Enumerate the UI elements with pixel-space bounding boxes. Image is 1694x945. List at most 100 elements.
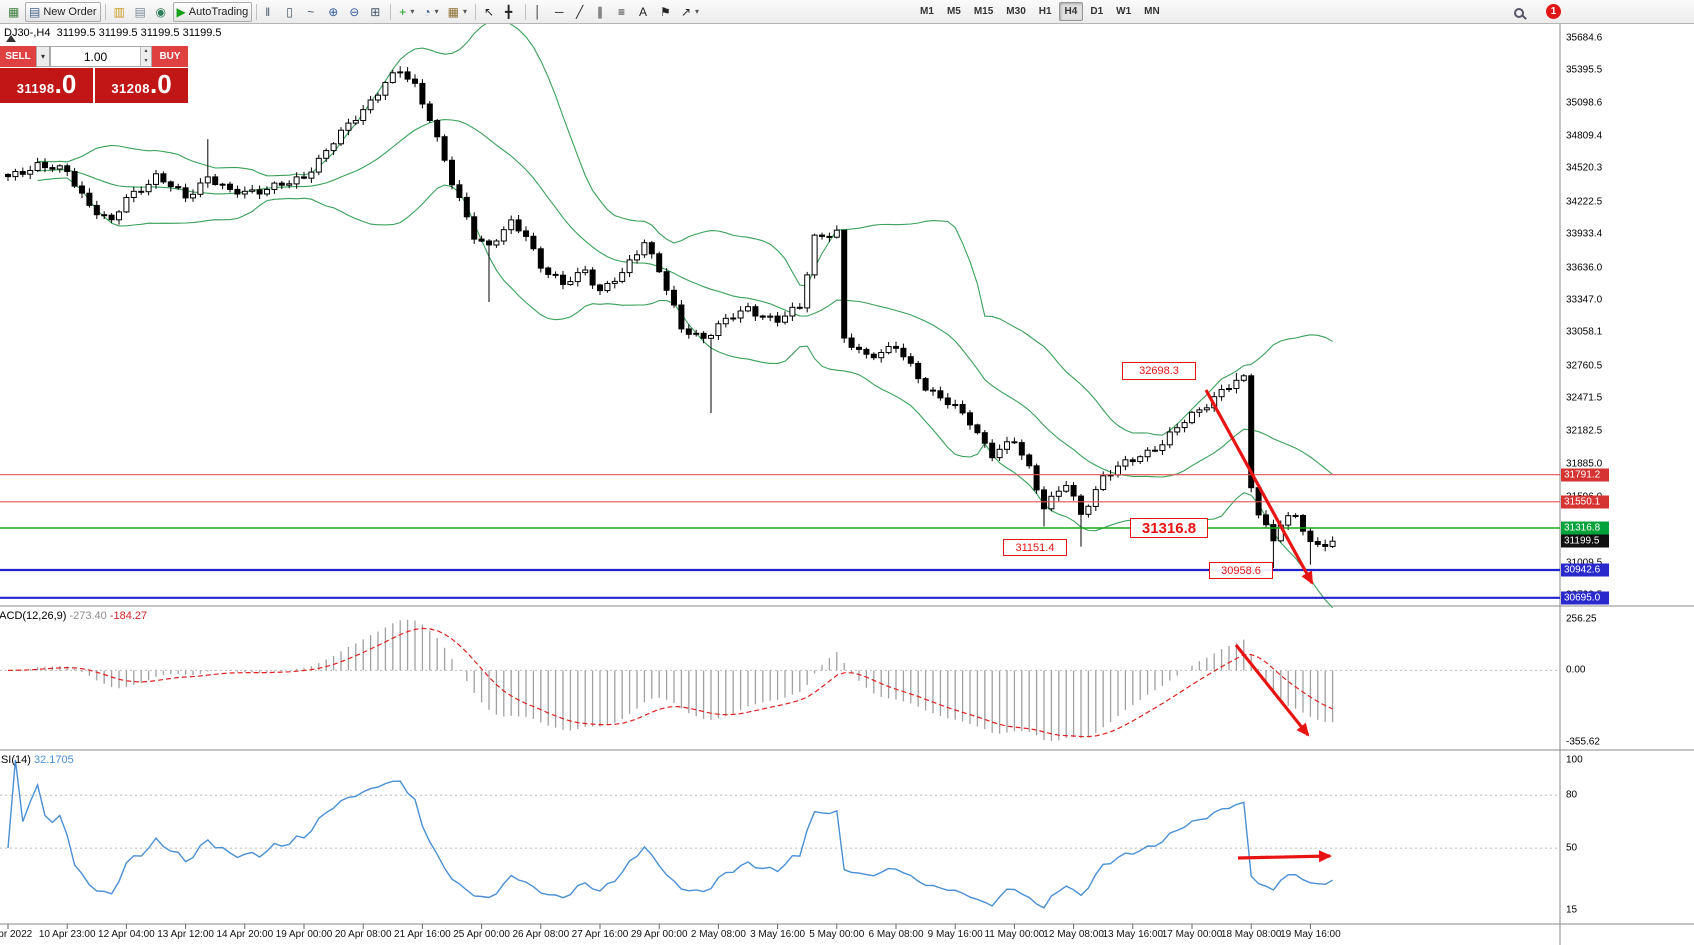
fibonacci-icon[interactable]: ≡ [614,2,634,22]
rsi-indicator [0,759,1560,909]
bar-chart-mode-icon-glyph: ‖ [265,4,271,19]
new-chart-icon-glyph: ▦ [8,4,20,19]
toolbar-icon-group: ▦ ▤ New Order ▥ ▤ ◉ ▶ AutoTrading ‖ ▯ ~ ⊕ ⊖ ⊞ + ▾ ◔ ▾ ▦ ▾ ↖ ╋… [4,1,703,22]
vertical-line-icon-glyph: │ [533,4,542,19]
line-chart-mode-icon[interactable]: ~ [303,2,323,22]
shapes-icon[interactable]: ↗ ▾ [677,2,703,22]
timeframe-d1-button[interactable]: D1 [1090,6,1104,17]
print-icon-glyph: ▤ [134,4,146,19]
new-order-button-label: New Order [43,5,97,18]
crosshair-icon-glyph: ╋ [504,4,513,19]
candlestick-mode-icon-glyph: ▯ [286,4,293,19]
sell-price-frac: .0 [54,69,77,99]
tile-windows-icon[interactable]: ⊞ [366,2,386,22]
toolbar-separator [524,3,526,20]
magnifier-glyph [1514,8,1524,18]
label-icon-glyph: ⚑ [659,4,671,19]
rsi-name: RSI(14) [0,754,31,766]
new-order-button[interactable]: ▤ New Order [25,1,101,22]
new-chart-icon[interactable]: ▦ [4,2,24,22]
periods-icon-dropdown[interactable]: ▾ [434,7,439,16]
zoom-in-icon-glyph: ⊕ [328,4,339,19]
templates-icon-dropdown[interactable]: ▾ [462,7,467,16]
timeframe-w1-button[interactable]: W1 [1116,6,1132,17]
buy-price-frac: .0 [149,69,172,99]
sell-button[interactable]: SELL [0,46,36,67]
toolbar-separator [256,3,258,20]
expert-advisors-icon[interactable]: ◉ [152,2,172,22]
label-icon[interactable]: ⚑ [656,2,676,22]
volume-spinner: ▴ ▾ [140,47,151,66]
volume-input[interactable] [51,49,151,64]
templates-icon[interactable]: ▦ ▾ [444,2,471,22]
bollinger-bands [37,19,1333,609]
volume-dropdown[interactable]: ▾ [36,46,50,67]
pane-borders [0,24,1694,945]
indicators-icon-glyph: + [399,4,407,19]
notification-badge[interactable]: 1 [1546,4,1561,19]
macd-signal-value: -184.27 [109,610,148,622]
periods-icon-glyph: ◔ [423,4,431,19]
horizontal-line-icon-glyph: ─ [554,4,564,19]
autotrading-button-label: AutoTrading [188,5,249,18]
timeframe-mn-button[interactable]: MN [1144,6,1160,17]
timeframe-h1-button[interactable]: H1 [1038,6,1052,17]
chart-ohlc-header: DJ30-,H4 31199.5 31199.5 31199.5 31199.5 [4,27,222,39]
timeframe-m1-button[interactable]: M1 [920,6,934,17]
market-watch-icon-glyph: ▥ [113,4,125,19]
toolbar-separator [390,3,392,20]
channel-icon[interactable]: ∥ [593,2,613,22]
horizontal-line-icon[interactable]: ─ [551,2,571,22]
timeframe-m30-button[interactable]: M30 [1006,6,1026,17]
autotrading-button[interactable]: ▶ AutoTrading [172,1,253,22]
timeframe-toolbar: M1 M5 M15 M30 H1 H4 D1 W1 MN [914,2,1166,21]
text-icon[interactable]: A [635,2,655,22]
crosshair-icon[interactable]: ╋ [501,2,521,22]
zoom-out-icon[interactable]: ⊖ [345,2,365,22]
indicators-icon-dropdown[interactable]: ▾ [410,7,415,16]
candlestick-mode-icon[interactable]: ▯ [282,2,302,22]
cursor-icon[interactable]: ↖ [480,2,500,22]
autotrading-button-glyph: ▶ [176,4,186,19]
fibonacci-icon-glyph: ≡ [617,4,625,19]
cursor-icon-glyph: ↖ [483,4,495,19]
expert-advisors-icon-glyph: ◉ [155,4,167,19]
macd-name: MACD(12,26,9) [0,610,67,622]
timeframe-h4-button[interactable]: H4 [1058,2,1084,21]
volume-down-icon[interactable]: ▾ [141,56,151,66]
macd-main-value: -273.40 [69,610,107,622]
trendline-icon-glyph: ╱ [575,4,584,19]
horizontal-lines[interactable] [0,474,1560,599]
macd-label: MACD(12,26,9) -273.40 -184.27 [0,610,147,622]
shapes-icon-dropdown[interactable]: ▾ [695,7,700,16]
sell-price: 31198 [16,81,55,96]
indicators-icon[interactable]: + ▾ [395,2,418,22]
sell-price-button[interactable]: 31198.0 [0,68,93,103]
search-icon[interactable] [1514,5,1530,19]
volume-field: ▴▾ [50,46,152,67]
bar-chart-mode-icon[interactable]: ‖ [261,2,281,22]
rsi-value: 32.1705 [33,754,74,766]
trendline-icon[interactable]: ╱ [572,2,592,22]
macd-indicator [0,619,1560,741]
volume-up-icon[interactable]: ▴ [141,47,151,57]
vertical-line-icon[interactable]: │ [530,2,550,22]
zoom-in-icon[interactable]: ⊕ [324,2,344,22]
rsi-label: RSI(14) 32.1705 [0,754,74,766]
trade-panel-toggle[interactable] [6,35,16,42]
line-chart-mode-icon-glyph: ~ [307,4,315,19]
timeframe-m15-button[interactable]: M15 [973,6,994,17]
text-icon-glyph: A [638,4,647,19]
new-order-button-glyph: ▤ [29,4,41,19]
market-watch-icon[interactable]: ▥ [110,2,130,22]
buy-price-button[interactable]: 31208.0 [95,68,188,103]
print-icon[interactable]: ▤ [131,2,151,22]
trend-arrows[interactable] [1204,389,1332,863]
toolbar-separator [474,3,476,20]
periods-icon[interactable]: ◔ ▾ [419,2,442,22]
timeframe-m5-button[interactable]: M5 [946,6,961,17]
templates-icon-glyph: ▦ [447,4,459,19]
buy-button[interactable]: BUY [152,46,188,67]
